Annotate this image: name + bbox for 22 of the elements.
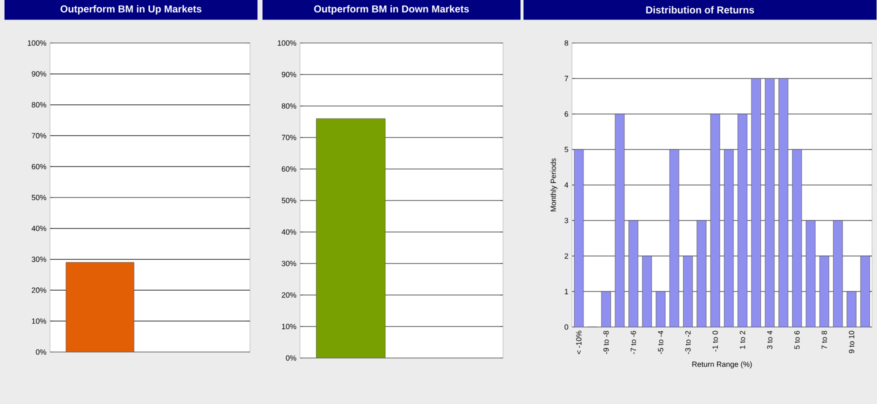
bar — [764, 78, 775, 327]
bar — [751, 78, 761, 327]
bar — [628, 220, 638, 327]
chart-title: Outperform BM in Up Markets — [60, 5, 202, 14]
bar — [738, 114, 748, 327]
bar — [710, 114, 720, 327]
bar — [724, 149, 734, 327]
bar — [833, 220, 843, 327]
bar — [792, 149, 802, 327]
bar — [846, 291, 856, 327]
chart-title: Distribution of Returns — [646, 6, 754, 14]
bar — [860, 256, 870, 327]
chart-title: Outperform BM in Down Markets — [314, 5, 469, 14]
bar — [683, 256, 693, 327]
bar — [696, 220, 706, 327]
bar — [614, 114, 625, 327]
bar — [669, 149, 680, 327]
bar — [642, 256, 652, 327]
bar — [778, 78, 788, 327]
bar — [806, 220, 816, 327]
bar — [819, 256, 830, 327]
bar — [574, 149, 584, 327]
